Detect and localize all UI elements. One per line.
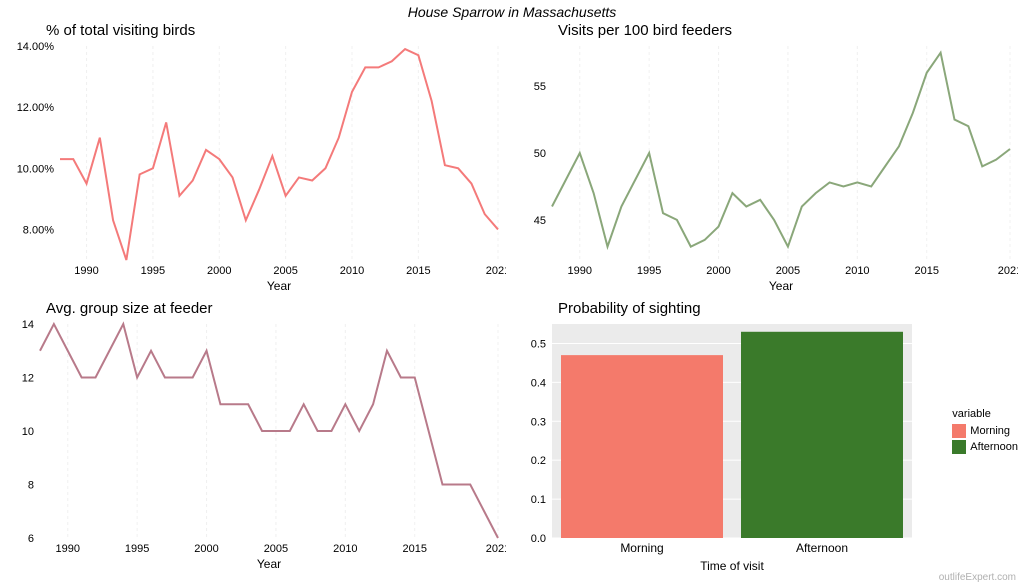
svg-text:Afternoon: Afternoon [796,541,848,555]
panel-percent: % of total visiting birds 1990 1995 2000 20… [0,20,512,298]
legend-title: variable [952,408,1018,420]
svg-text:0.3: 0.3 [531,416,546,428]
svg-text:1995: 1995 [141,265,165,277]
svg-text:2010: 2010 [340,265,364,277]
svg-text:2021: 2021 [486,543,506,555]
svg-text:1990: 1990 [568,265,592,277]
panel-visits: Visits per 100 bird feeders 1990 1995 2000… [512,20,1024,298]
svg-text:Time of visit: Time of visit [700,559,764,572]
svg-text:8: 8 [28,480,34,492]
svg-text:2005: 2005 [273,265,297,277]
svg-text:8.00%: 8.00% [23,224,54,236]
groupsize-chart: 1990 1995 2000 2005 2010 2015 2021 6 8 10 12 14 Year [6,320,506,572]
panel-groupsize: Avg. group size at feeder 1990 1995 2000 20… [0,298,512,576]
svg-text:Year: Year [267,279,291,293]
svg-text:2015: 2015 [914,265,938,277]
legend-item: Afternoon [952,440,1018,454]
svg-text:2000: 2000 [207,265,231,277]
panel-visits-title: Visits per 100 bird feeders [558,22,1018,39]
svg-text:2015: 2015 [406,265,430,277]
legend-label: Morning [970,425,1010,437]
svg-text:Year: Year [257,557,281,571]
svg-text:12.00%: 12.00% [17,102,55,114]
svg-text:6: 6 [28,533,34,545]
svg-text:12: 12 [22,373,34,385]
svg-text:0.1: 0.1 [531,494,546,506]
panel-percent-title: % of total visiting birds [46,22,506,39]
watermark: outlifeExpert.com [939,572,1016,583]
percent-chart: 1990 1995 2000 2005 2010 2015 2021 8.00% 10.00% 1… [6,42,506,294]
probability-chart: 0.0 0.1 0.2 0.3 0.4 0.5 Morning Afternoon Time o… [518,320,918,572]
svg-text:Year: Year [769,279,793,293]
svg-text:45: 45 [534,215,546,227]
svg-text:0.0: 0.0 [531,533,546,545]
svg-text:2005: 2005 [264,543,288,555]
legend-swatch-icon [952,424,966,438]
svg-text:14: 14 [22,320,34,331]
svg-text:55: 55 [534,81,546,93]
panel-probability-title: Probability of sighting [558,300,1018,317]
panel-groupsize-title: Avg. group size at feeder [46,300,506,317]
svg-text:14.00%: 14.00% [17,42,55,53]
svg-text:1990: 1990 [74,265,98,277]
svg-text:2015: 2015 [402,543,426,555]
visits-chart: 1990 1995 2000 2005 2010 2015 2021 45 50 55 Year [518,42,1018,294]
svg-text:1990: 1990 [56,543,80,555]
svg-text:2005: 2005 [776,265,800,277]
svg-text:0.4: 0.4 [531,377,546,389]
svg-text:2010: 2010 [333,543,357,555]
svg-text:2010: 2010 [845,265,869,277]
svg-text:10: 10 [22,426,34,438]
svg-text:2000: 2000 [706,265,730,277]
probability-legend: variable Morning Afternoon [952,408,1018,456]
legend-item: Morning [952,424,1018,438]
svg-text:2021: 2021 [486,265,506,277]
svg-text:0.2: 0.2 [531,455,546,467]
svg-text:1995: 1995 [125,543,149,555]
svg-text:1995: 1995 [637,265,661,277]
svg-text:Morning: Morning [620,541,663,555]
legend-swatch-icon [952,440,966,454]
panel-probability: Probability of sighting 0.00.10.20.30.40… [512,298,1024,576]
figure-title: House Sparrow in Massachusetts [0,0,1024,20]
svg-text:50: 50 [534,148,546,160]
svg-text:0.5: 0.5 [531,338,546,350]
svg-text:2021: 2021 [998,265,1018,277]
panel-grid: % of total visiting birds 1990 1995 2000 20… [0,20,1024,576]
svg-text:10.00%: 10.00% [17,163,55,175]
svg-text:2000: 2000 [194,543,218,555]
legend-label: Afternoon [970,441,1018,453]
